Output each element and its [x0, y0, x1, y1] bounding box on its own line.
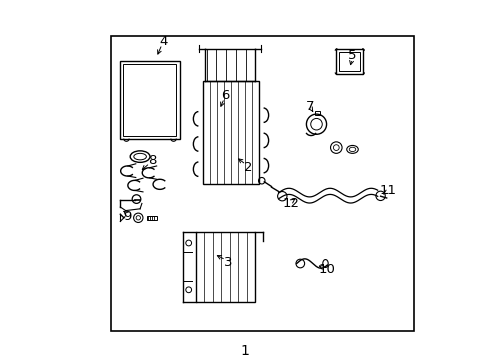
Bar	[147, 216, 157, 220]
Text: 2: 2	[244, 161, 252, 174]
Bar	[123, 64, 176, 136]
Text: 7: 7	[305, 100, 314, 113]
Text: 10: 10	[318, 263, 335, 276]
Bar	[111, 36, 413, 331]
Bar	[336, 49, 363, 74]
Bar	[196, 232, 255, 302]
Text: 4: 4	[159, 35, 167, 48]
Text: 3: 3	[224, 256, 232, 269]
Bar	[339, 52, 359, 71]
Text: 1: 1	[240, 344, 248, 358]
Bar	[203, 81, 258, 184]
Text: 6: 6	[221, 89, 229, 102]
Text: 9: 9	[123, 210, 131, 223]
Bar	[314, 111, 320, 115]
Text: 5: 5	[347, 49, 356, 62]
Text: 12: 12	[282, 197, 299, 210]
Text: 11: 11	[379, 184, 396, 197]
Text: 8: 8	[147, 154, 156, 167]
Bar	[120, 61, 179, 139]
